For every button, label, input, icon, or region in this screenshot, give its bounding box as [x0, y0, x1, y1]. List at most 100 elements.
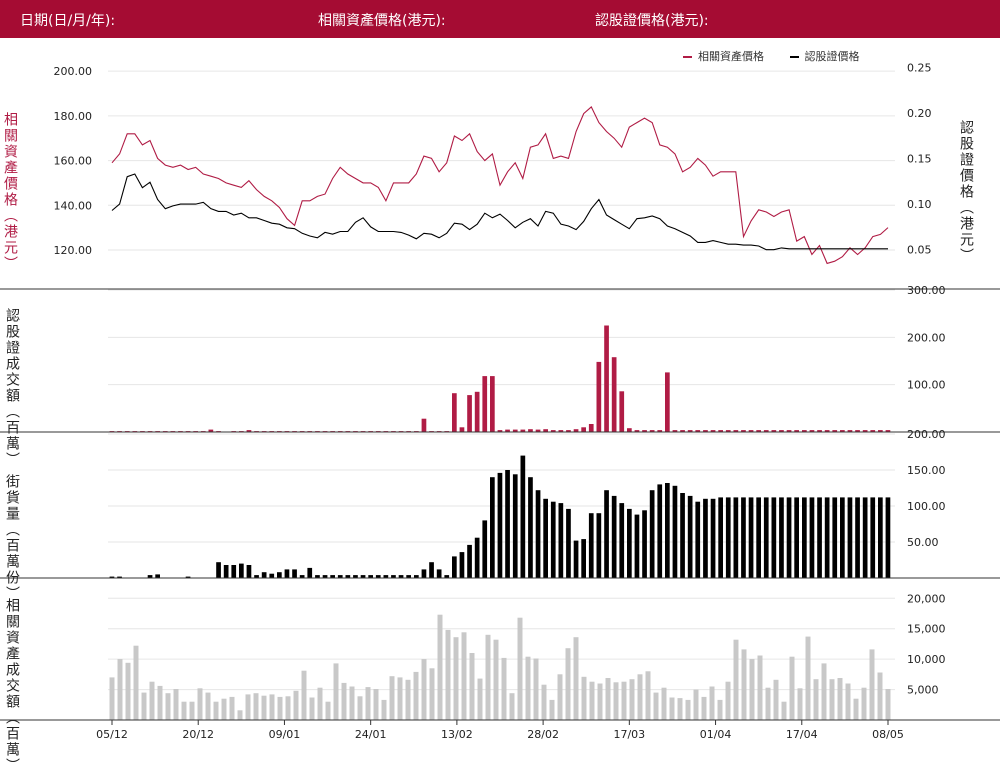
warrant-turnover-bar: [817, 430, 822, 432]
warrant-turnover-tick-label: 200.00: [907, 331, 946, 344]
asset-turnover-bar: [333, 663, 339, 720]
outstanding-bar: [611, 495, 617, 578]
warrant-turnover-bar: [710, 430, 716, 432]
warrant-price-tick-label: 0.25: [907, 61, 932, 74]
outstanding-bar: [558, 503, 564, 578]
outstanding-bar: [109, 576, 115, 578]
outstanding-bar: [832, 497, 838, 578]
asset-turnover-bar: [653, 692, 659, 720]
outstanding-bar: [573, 540, 579, 578]
asset-turnover-bar: [509, 693, 515, 720]
asset-turnover-bar: [885, 689, 891, 720]
outstanding-bar: [269, 573, 275, 578]
outstanding-bar: [147, 575, 153, 578]
asset-turnover-bar: [317, 687, 323, 720]
outstanding-bar: [566, 508, 571, 578]
asset-turnover-bar: [773, 679, 779, 720]
outstanding-bar: [421, 569, 427, 578]
asset-price-tick-label: 120.00: [54, 244, 93, 257]
asset-turnover-bar: [877, 672, 883, 720]
asset-turnover-bar: [477, 678, 483, 720]
outstanding-bar: [223, 565, 229, 578]
outstanding-bar: [718, 497, 723, 578]
asset-price-axis-label: 相關資產價格（港元）: [2, 112, 18, 272]
warrant-turnover-bar: [786, 430, 792, 432]
asset-turnover-bar: [109, 677, 115, 720]
warrant-turnover-bar: [566, 430, 571, 432]
outstanding-bar: [307, 567, 313, 578]
asset-turnover-bar: [589, 681, 595, 720]
asset-turnover-bar: [293, 690, 299, 720]
asset-turnover-bar: [117, 659, 123, 720]
asset-turnover-bar: [485, 634, 491, 720]
warrant-turnover-bar: [452, 393, 457, 432]
outstanding-tick-label: 200.00: [907, 428, 946, 441]
outstanding-bar: [330, 575, 335, 578]
outstanding-bar: [155, 574, 160, 578]
legend-label-asset: 相關資產價格: [698, 50, 764, 63]
asset-turnover-bar: [845, 683, 851, 720]
asset-turnover-bar: [277, 696, 283, 720]
warrant-turnover-bar: [535, 429, 541, 432]
asset-price-label: 相關資產價格(港元):: [318, 13, 446, 29]
warrant-price-tick-label: 0.15: [907, 152, 932, 165]
outstanding-tick-label: 100.00: [907, 500, 946, 513]
outstanding-bar: [360, 575, 366, 578]
outstanding-bar: [520, 455, 526, 578]
asset-turnover-bar: [229, 696, 235, 720]
asset-turnover-bar: [381, 699, 387, 720]
warrant-turnover-tick-label: 100.00: [907, 379, 946, 392]
x-tick-label: 17/04: [786, 728, 818, 741]
asset-turnover-bar: [349, 686, 355, 720]
asset-turnover-bar: [869, 649, 875, 720]
outstanding-bar: [748, 497, 754, 578]
warrant-turnover-bar: [482, 376, 488, 432]
asset-turnover-bar: [253, 693, 259, 720]
asset-turnover-bar: [629, 679, 635, 720]
warrant-turnover-bar: [573, 429, 579, 432]
outstanding-bar: [216, 562, 221, 578]
warrant-turnover-bar: [604, 325, 609, 432]
warrant-turnover-axis-label: 認股證成交額（百萬）: [4, 308, 20, 468]
asset-turnover-bar: [717, 699, 723, 720]
warrant-turnover-bar: [558, 430, 564, 432]
warrant-turnover-bar: [802, 430, 807, 432]
warrant-turnover-bar: [695, 430, 701, 432]
outstanding-bar: [474, 537, 480, 578]
asset-turnover-bar: [581, 676, 587, 720]
asset-turnover-bar: [765, 687, 771, 720]
warrant-turnover-bar: [847, 430, 853, 432]
legend-item-asset[interactable]: 相關資產價格: [683, 48, 764, 64]
asset-turnover-bar: [261, 695, 267, 720]
warrant-turnover-bar: [665, 372, 670, 432]
warrant-turnover-bar: [642, 430, 647, 432]
warrant-turnover-bar: [763, 430, 769, 432]
asset-turnover-bar: [805, 636, 811, 720]
outstanding-bar: [672, 485, 678, 578]
outstanding-bar: [703, 498, 708, 578]
asset-turnover-bar: [701, 696, 707, 720]
outstanding-bar: [383, 575, 389, 578]
outstanding-tick-label: 150.00: [907, 464, 946, 477]
outstanding-bar: [512, 474, 518, 578]
outstanding-bar: [840, 497, 845, 578]
date-label: 日期(日/月/年):: [20, 13, 116, 29]
asset-turnover-bar: [821, 663, 827, 720]
outstanding-bar: [733, 497, 739, 578]
warrant-turnover-bar: [649, 430, 655, 432]
asset-turnover-bar: [221, 698, 227, 720]
outstanding-bar: [756, 497, 761, 578]
asset-turnover-bar: [469, 653, 475, 720]
warrant-turnover-bar: [512, 429, 518, 432]
outstanding-bar: [642, 510, 647, 578]
warrant-turnover-bar: [246, 430, 252, 432]
asset-turnover-bar: [565, 648, 571, 720]
asset-turnover-tick-label: 15,000: [907, 623, 946, 636]
outstanding-bar: [391, 575, 396, 578]
warrant-price-tick-label: 0.10: [907, 198, 932, 211]
outstanding-bar: [680, 493, 685, 578]
asset-turnover-bar: [853, 698, 859, 720]
outstanding-bar: [254, 575, 259, 578]
warrant-turnover-bar: [733, 430, 739, 432]
legend-item-warrant[interactable]: 認股證價格: [789, 48, 860, 64]
